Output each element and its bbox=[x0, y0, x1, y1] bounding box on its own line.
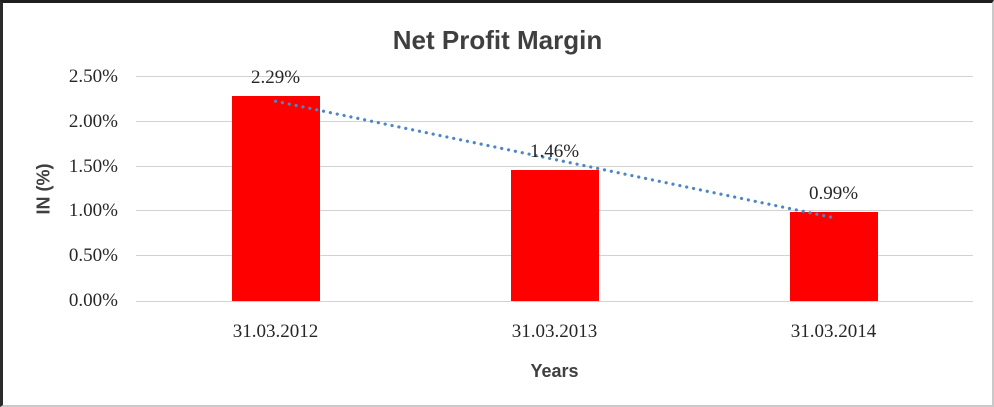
y-tick-label: 2.50% bbox=[68, 66, 118, 87]
trendline bbox=[273, 99, 836, 220]
gridline bbox=[136, 121, 973, 122]
y-tick-label: 0.50% bbox=[68, 245, 118, 267]
gridline bbox=[136, 76, 973, 77]
bar-value-label: 2.29% bbox=[250, 66, 301, 88]
y-tick-label: 2.00% bbox=[68, 110, 118, 132]
plot-area bbox=[136, 76, 973, 302]
gridline bbox=[136, 166, 973, 167]
y-tick-label: 1.00% bbox=[68, 200, 118, 222]
y-tick-label: 1.50% bbox=[68, 155, 118, 177]
bar bbox=[231, 96, 320, 301]
chart-title: Net Profit Margin bbox=[392, 25, 603, 55]
y-axis-tick-labels: 0.00% 0.50% 1.00% 1.50% 2.00% 2.50% bbox=[3, 3, 118, 405]
gridline bbox=[136, 301, 973, 302]
x-axis-title: Years bbox=[530, 361, 579, 381]
bar bbox=[510, 170, 599, 301]
x-tick-label: 31.03.2014 bbox=[790, 321, 877, 342]
bar-value-label: 0.99% bbox=[808, 183, 859, 205]
bar bbox=[789, 212, 878, 301]
x-tick-label: 31.03.2012 bbox=[232, 321, 319, 342]
bar-value-label: 1.46% bbox=[529, 141, 580, 163]
x-tick-label: 31.03.2013 bbox=[511, 321, 598, 342]
y-tick-label: 0.00% bbox=[68, 290, 118, 311]
